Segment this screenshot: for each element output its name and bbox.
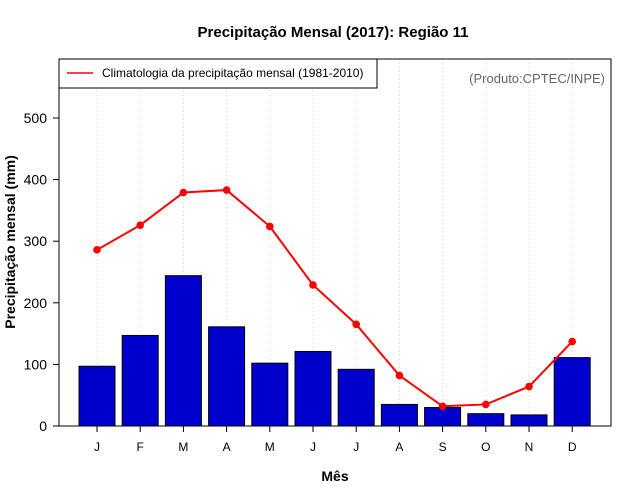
product-credit: (Produto:CPTEC/INPE) [469, 71, 605, 86]
climatology-point-2 [179, 188, 188, 197]
bar-series [78, 275, 591, 427]
y-tick-label: 200 [24, 295, 48, 311]
climatology-point-6 [352, 320, 361, 329]
bar-8 [424, 407, 462, 427]
climatology-point-1 [136, 221, 144, 229]
climatology-series [93, 186, 576, 411]
x-tick-label: N [525, 440, 534, 454]
y-tick-label: 400 [24, 172, 48, 188]
x-tick-label: S [439, 440, 447, 454]
y-tick-label: 100 [24, 356, 48, 372]
x-tick-label: J [310, 440, 316, 454]
climatology-point-0 [93, 246, 101, 254]
y-tick-label: 0 [39, 418, 47, 434]
bar-7 [380, 403, 418, 427]
climatology-point-5 [309, 281, 317, 289]
y-tick-label: 300 [24, 233, 48, 249]
bar-0 [78, 365, 116, 427]
x-tick-label: A [395, 440, 403, 454]
climatology-point-9 [482, 400, 490, 409]
x-tick-label: M [178, 440, 188, 454]
y-axis-title: Precipitação mensal (mm) [2, 155, 18, 329]
x-tick-label: O [481, 440, 490, 454]
chart-title: Precipitação Mensal (2017): Região 11 [198, 24, 469, 41]
climatology-point-3 [222, 186, 231, 194]
x-tick-label: M [265, 440, 275, 454]
bar-2 [164, 275, 202, 427]
x-tick-label: A [223, 440, 231, 454]
legend-label: Climatologia da precipitação mensal (198… [102, 66, 363, 80]
bar-9 [467, 413, 505, 427]
bar-4 [251, 362, 289, 427]
x-tick-label: D [568, 440, 577, 454]
bar-10 [510, 414, 548, 427]
bar-3 [208, 326, 246, 427]
legend: Climatologia da precipitação mensal (198… [58, 58, 378, 89]
climatology-point-10 [525, 382, 533, 391]
climatology-point-11 [568, 337, 576, 346]
climatology-point-7 [395, 371, 404, 380]
y-tick-label: 500 [24, 110, 48, 126]
bar-1 [121, 334, 159, 427]
bar-11 [553, 357, 591, 427]
bar-6 [337, 368, 375, 427]
climatology-line [96, 189, 573, 408]
x-tick-label: J [353, 440, 359, 454]
x-tick-label: F [137, 440, 144, 454]
climatology-point-8 [438, 402, 447, 411]
climatology-point-4 [266, 222, 274, 231]
bar-5 [294, 350, 332, 427]
y-axis: 0 100 200 300 400 500 [24, 110, 59, 434]
x-tick-label: J [94, 440, 100, 454]
x-axis-title: Mês [321, 468, 348, 484]
legend-box [58, 58, 378, 89]
